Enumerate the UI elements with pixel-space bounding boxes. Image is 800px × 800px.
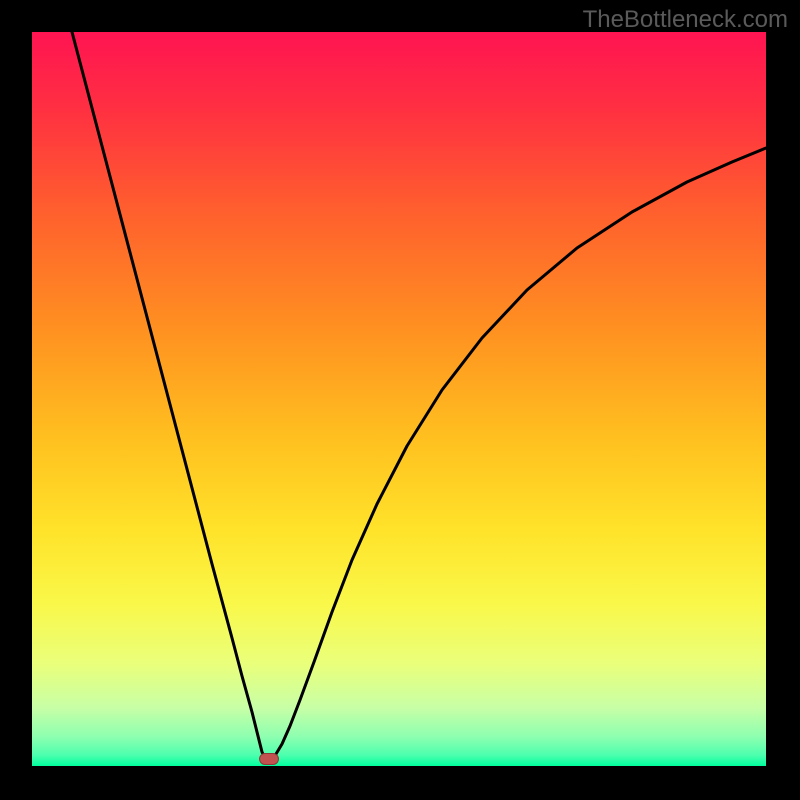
- plot-area: [32, 32, 766, 766]
- chart-container: TheBottleneck.com: [0, 0, 800, 800]
- minimum-marker: [259, 753, 279, 765]
- watermark-label: TheBottleneck.com: [583, 6, 788, 34]
- curve-path: [72, 32, 766, 759]
- curve-svg: [32, 32, 766, 766]
